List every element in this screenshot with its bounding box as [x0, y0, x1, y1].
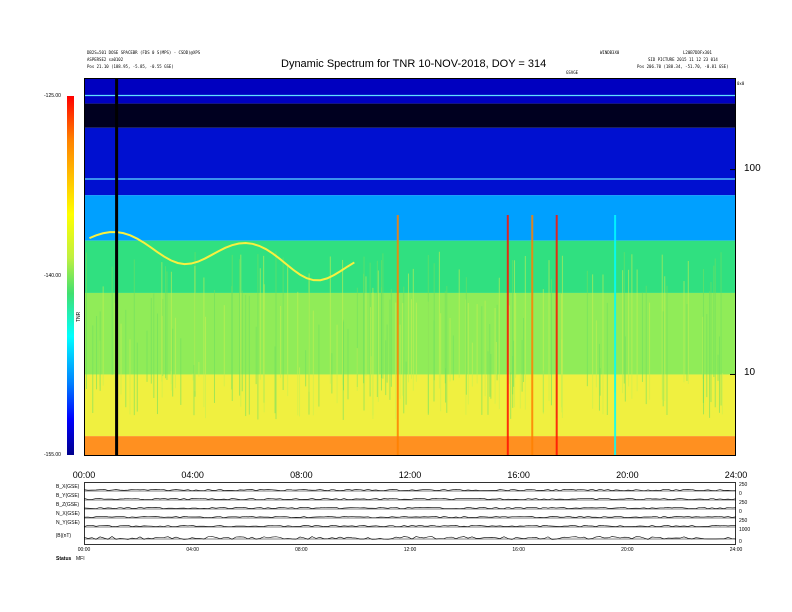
lower-x-tick-label: 20:00 [621, 547, 634, 553]
colorbar-mid-label: -140.00 [44, 273, 61, 279]
x-tick-label: 08:00 [290, 470, 313, 480]
x-tick-label: 12:00 [398, 470, 422, 480]
lower-row-trace [84, 515, 736, 519]
lower-right-label: 250 [739, 500, 748, 506]
spectrogram-bands [84, 78, 736, 456]
x-tick-label: 16:00 [507, 470, 530, 480]
header-corner-tag: 0x0 [737, 81, 745, 86]
spectro-band [84, 240, 736, 293]
header-info-left-2: ASPERSE2 sa0102 [87, 57, 124, 62]
lower-right-label: 0 [739, 509, 742, 515]
lower-row-trace [84, 488, 736, 492]
colorbar-side-label: TNR [76, 311, 82, 322]
header-info-left-3: Pos 21.10 (188.95, -5.85, -0.55 GSE) [87, 64, 174, 69]
lower-row-label: B_X(GSE) [56, 484, 80, 490]
lower-x-tick-label: 00:00 [77, 547, 91, 553]
spectrogram-bursts [396, 215, 617, 456]
colorbar-max-label: -125.00 [44, 93, 61, 99]
spectro-band [84, 292, 736, 375]
lower-right-label: 0 [739, 539, 742, 545]
x-tick-label: 00:00 [72, 470, 96, 480]
lower-row-label: N_X(GSE) [56, 511, 80, 517]
spectrogram-plot [84, 78, 736, 456]
lower-row-label: B_Z(GSE) [56, 502, 80, 508]
header-info-right-2: L20B7DDFx301 [683, 50, 712, 55]
header-info-left-1: DB2S=501 DOSE SPACEBR (FDS 0 S(MPS) - CS… [87, 50, 201, 55]
header-mid-tag: GSVGE [566, 70, 579, 75]
lower-row-trace [84, 506, 736, 510]
colorbar-min-label: -155.00 [44, 452, 61, 458]
y-tick-label-10: 10 [744, 367, 756, 379]
lower-x-tick-label: 04:00 [186, 547, 199, 553]
lower-right-label: 0 [739, 491, 742, 497]
header-info-right-3: SID PICTURE 2015 11 12 23 014 [648, 57, 718, 62]
chart-title: Dynamic Spectrum for TNR 10-NOV-2018, DO… [281, 58, 547, 70]
x-tick-label: 04:00 [181, 470, 204, 480]
x-tick-label: 24:00 [724, 470, 748, 480]
lower-x-tick-label: 08:00 [295, 547, 308, 553]
spectro-band [84, 436, 736, 456]
spectro-band [84, 374, 736, 437]
lower-row-trace [84, 524, 736, 528]
footer-status-label: Status [56, 556, 72, 562]
spectrogram-frame [84, 78, 736, 456]
spectro-band [84, 78, 736, 104]
spectro-band [84, 195, 736, 241]
lower-timeseries-panel [84, 482, 736, 545]
lower-row-label: N_Y(GSE) [56, 520, 80, 526]
spectro-ridge [89, 231, 355, 282]
footer-mfi-label: MFI [76, 556, 85, 562]
x-tick-label: 20:00 [616, 470, 639, 480]
colorbar [67, 96, 74, 455]
spectro-band [84, 127, 736, 196]
header-info-right-1: WINDB3X0 [600, 50, 620, 55]
lower-right-label: 250 [739, 482, 748, 488]
lower-x-tick-label: 12:00 [403, 547, 417, 553]
lower-row-trace [84, 497, 736, 501]
lower-row-trace [84, 536, 736, 540]
y-tick-label-100: 100 [744, 162, 761, 174]
lower-row-label: B_Y(GSE) [56, 493, 80, 499]
spectrogram-features [84, 94, 736, 420]
spectro-band [84, 103, 736, 128]
lower-right-label: 250 [739, 518, 748, 524]
lower-x-tick-label: 24:00 [729, 547, 743, 553]
header-info-right-4: Pos 206.70 (188.34, -51.70, -0.81 GSE) [637, 64, 729, 69]
lower-x-tick-label: 16:00 [512, 547, 525, 553]
lower-row-label: |B|(nT) [56, 533, 72, 539]
lower-right-label: 1000 [739, 527, 751, 533]
